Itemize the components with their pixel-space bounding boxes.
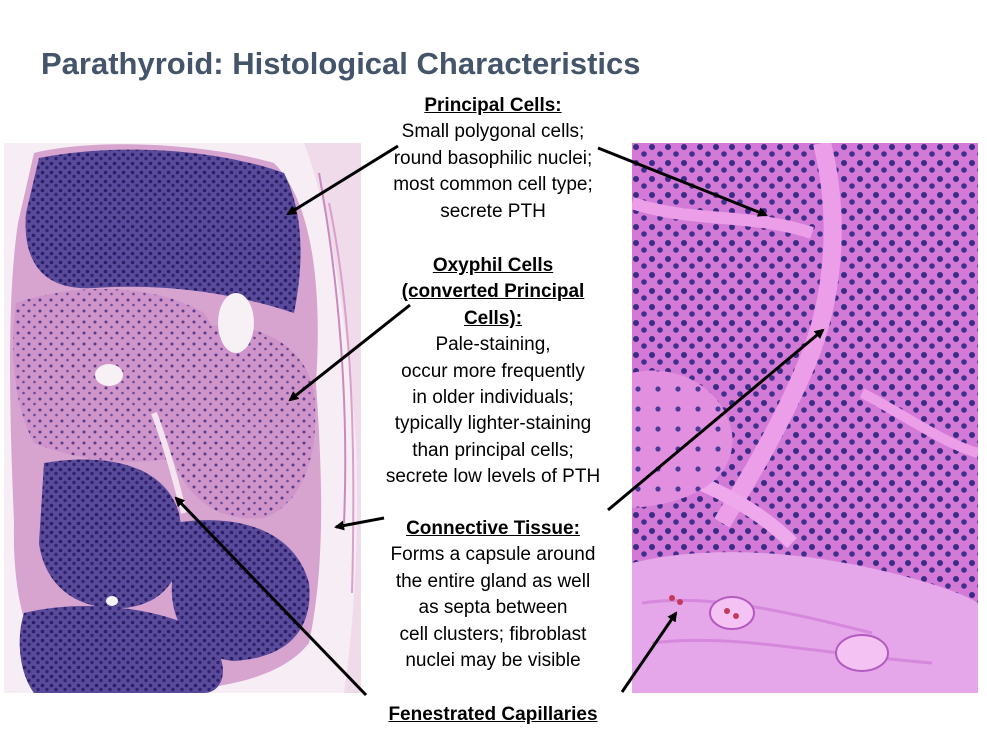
principal-cells-heading: Principal Cells: [424,95,562,116]
fenestrated-capillaries-heading: Fenestrated Capillaries [388,704,598,725]
micrograph-right-image [632,143,978,693]
oxyphil-cells-label: Oxyphil Cells (converted Principal Cells… [362,253,624,491]
connective-tissue-label: Connective Tissue: Forms a capsule aroun… [366,516,620,674]
micrograph-low-magnification [4,143,361,693]
oxyphil-cells-description: Pale-staining, occur more frequently in … [385,334,601,488]
slide-title: Parathyroid: Histological Characteristic… [41,46,641,81]
connective-tissue-heading: Connective Tissue: [406,518,580,539]
principal-cells-description: Small polygonal cells; round basophilic … [393,121,593,222]
connective-tissue-description: Forms a capsule around the entire gland … [390,544,596,672]
fenestrated-capillaries-label: Fenestrated Capillaries [340,702,646,728]
oxyphil-cells-heading: Oxyphil Cells (converted Principal Cells… [401,255,585,329]
micrograph-left-image [4,143,361,693]
principal-cells-label: Principal Cells: Small polygonal cells; … [368,93,618,225]
micrograph-high-magnification [632,143,978,693]
